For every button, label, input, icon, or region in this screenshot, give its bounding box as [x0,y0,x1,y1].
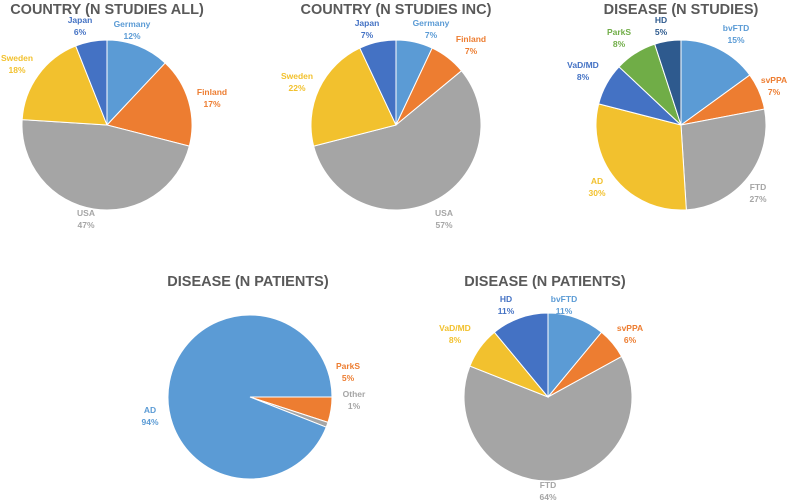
label-japan: Japan [355,18,380,28]
data-labels: Japan 6% Germany 12% Finland 17% Sweden … [1,15,227,230]
label-ftd: FTD [750,182,767,192]
slice-japan [359,39,397,126]
label-germany: Germany [413,18,450,28]
pie [310,39,482,211]
label-ftd: FTD [540,480,557,490]
slice-ad [167,314,333,480]
value-ftd: 64% [539,492,556,502]
label-svppa: svPPA [617,323,643,333]
value-ad: 94% [141,417,158,427]
chart-disease-n-patients-2: DISEASE (N PATIENTS) HD 11% bvFTD 11% Va… [439,274,643,502]
label-finland: Finland [197,87,227,97]
pie [595,39,767,211]
slice-ad [595,103,687,211]
label-bvftd: bvFTD [723,23,749,33]
slice-germany [106,39,166,127]
value-finland: 7% [465,46,478,56]
value-japan: 7% [361,30,374,40]
pie [21,39,193,211]
data-labels: HD 5% bvFTD 15% ParkS 8% VaD/MD 8% svPPA… [567,15,787,204]
label-vad-md: VaD/MD [567,60,599,70]
pie [167,314,333,480]
slice-hd [493,312,549,399]
slice-usa [313,70,482,211]
chart-disease-n-patients-1: DISEASE (N PATIENTS) ParkS 5% Other 1% A… [141,274,366,480]
value-other: 1% [348,401,361,411]
value-ftd: 27% [749,194,766,204]
label-hd: HD [500,294,512,304]
label-other: Other [343,389,366,399]
value-parks: 5% [342,373,355,383]
slice-japan [75,39,108,126]
label-usa: USA [435,208,453,218]
value-ad: 30% [588,188,605,198]
value-bvftd: 15% [727,35,744,45]
value-finland: 17% [203,99,220,109]
slice-finland [106,62,193,147]
chart-title: DISEASE (N PATIENTS) [167,274,329,290]
label-parks: ParkS [336,361,360,371]
label-germany: Germany [114,19,151,29]
data-labels: Japan 7% Germany 7% Finland 7% Sweden 22… [281,18,486,230]
label-ad: AD [591,176,603,186]
chart-title: DISEASE (N PATIENTS) [464,274,626,290]
slice-bvftd [680,39,751,126]
value-svppa: 7% [768,87,781,97]
value-svppa: 6% [624,335,637,345]
label-vad-md: VaD/MD [439,323,471,333]
chart-country-n-studies-inc: COUNTRY (N STUDIES INC) Japan 7% Germany… [281,2,492,230]
value-vad-md: 8% [577,72,590,82]
value-vad-md: 8% [449,335,462,345]
chart-country-n-studies-all: COUNTRY (N STUDIES ALL) Japan 6% Germany… [1,2,227,230]
chart-title: DISEASE (N STUDIES) [604,2,759,18]
chart-title: COUNTRY (N STUDIES INC) [301,2,492,18]
pie [463,312,633,482]
label-svppa: svPPA [761,75,787,85]
slice-ftd [680,108,767,211]
value-parks: 8% [613,39,626,49]
slice-sweden [310,47,397,147]
value-germany: 7% [425,30,438,40]
label-finland: Finland [456,34,486,44]
chart-title: COUNTRY (N STUDIES ALL) [10,2,204,18]
label-parks: ParkS [607,27,631,37]
value-usa: 57% [435,220,452,230]
label-ad: AD [144,405,156,415]
data-labels: ParkS 5% Other 1% AD 94% [141,361,366,427]
slice-hd [654,39,682,126]
label-sweden: Sweden [281,71,313,81]
slice-usa [21,119,190,211]
value-usa: 47% [77,220,94,230]
value-japan: 6% [74,27,87,37]
value-hd: 5% [655,27,668,37]
value-hd: 11% [498,306,515,316]
label-sweden: Sweden [1,53,33,63]
data-labels: HD 11% bvFTD 11% VaD/MD 8% svPPA 6% FTD … [439,294,643,502]
slice-ftd [463,355,633,482]
label-japan: Japan [68,15,93,25]
value-sweden: 22% [288,83,305,93]
label-usa: USA [77,208,95,218]
label-hd: HD [655,15,667,25]
value-bvftd: 11% [556,306,573,316]
value-sweden: 18% [8,65,25,75]
chart-disease-n-studies: DISEASE (N STUDIES) HD 5% bvFTD 15% Park… [567,2,787,211]
label-bvftd: bvFTD [551,294,577,304]
slice-sweden [21,45,108,126]
value-germany: 12% [123,31,140,41]
